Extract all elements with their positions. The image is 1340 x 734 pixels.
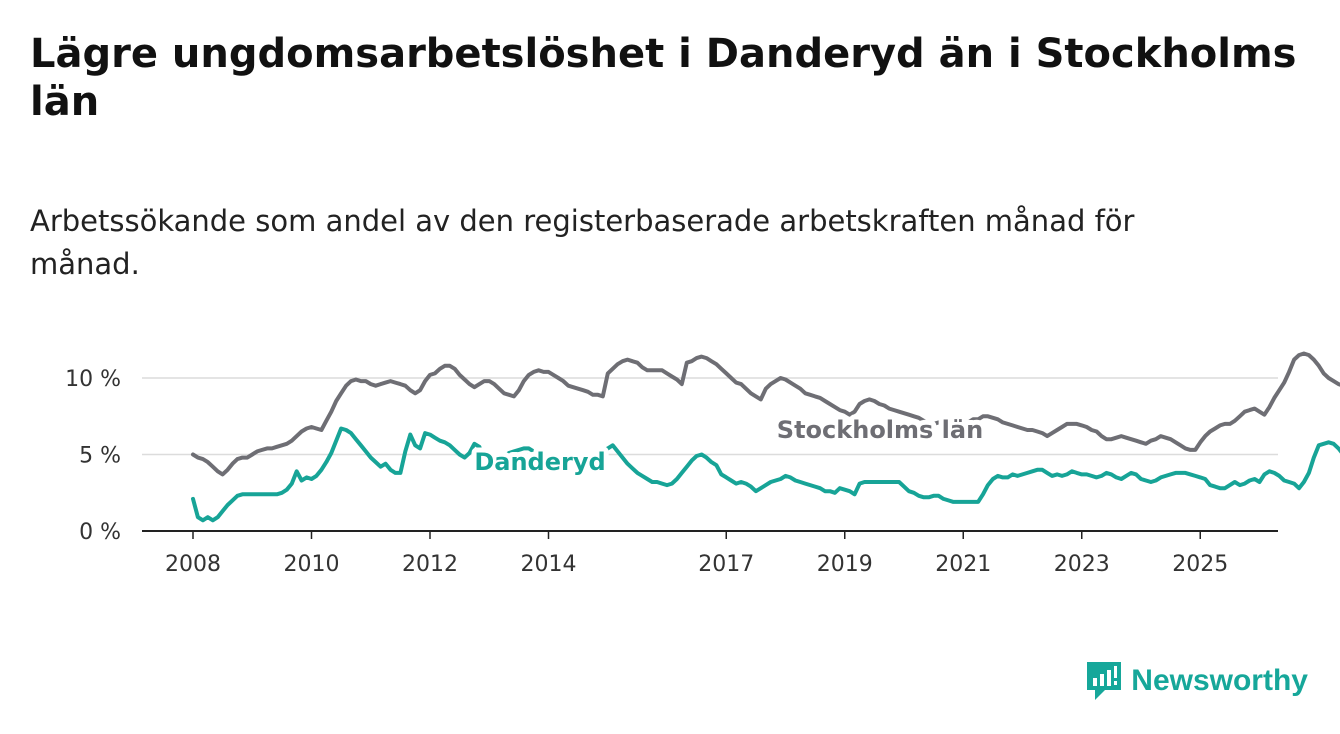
brand-name: Newsworthy [1131, 664, 1308, 697]
series-label-danderyd: Danderyd [474, 448, 605, 476]
series-line-stockholm [191, 351, 1340, 477]
newsworthy-logo-icon [1087, 662, 1122, 700]
series-lines [191, 351, 1340, 523]
line-chart: 0 %5 %10 % 2008 2010 2012 2014 2017 2019 2021 2… [65, 351, 1340, 577]
x-tick-label: 2014 [521, 552, 577, 577]
grid-lines [142, 377, 1278, 456]
x-tick-label: 2019 [817, 552, 873, 577]
x-tick-label: 2023 [1054, 552, 1110, 577]
chart-subtitle: Arbetssökande som andel av den registerb… [30, 204, 1135, 281]
x-axis-ticks: 2008 2010 2012 2014 2017 2019 2021 2023 2025 [165, 531, 1228, 577]
series-label-halo: Danderyd [474, 448, 605, 476]
chart-title: Lägre ungdomsarbetslöshet i Danderyd än … [30, 31, 1297, 125]
y-tick-label: 5 % [79, 444, 121, 469]
y-axis-ticks: 0 % 5 % 10 % [65, 367, 121, 545]
y-tick-label: 0 % [79, 520, 121, 545]
x-tick-label: 2021 [935, 552, 991, 577]
series-line-danderyd [191, 426, 1340, 523]
x-tick-label: 2012 [402, 552, 458, 577]
series-label-stockholm: Stockholms län [777, 416, 983, 444]
y-tick-label: 10 % [65, 367, 121, 392]
newsworthy-brand: Newsworthy [1085, 660, 1308, 702]
x-tick-label: 2025 [1172, 552, 1228, 577]
x-tick-label: 2010 [284, 552, 340, 577]
x-tick-label: 2008 [165, 552, 221, 577]
x-tick-label: 2017 [698, 552, 754, 577]
series-label-halo: Stockholms län [777, 416, 983, 444]
